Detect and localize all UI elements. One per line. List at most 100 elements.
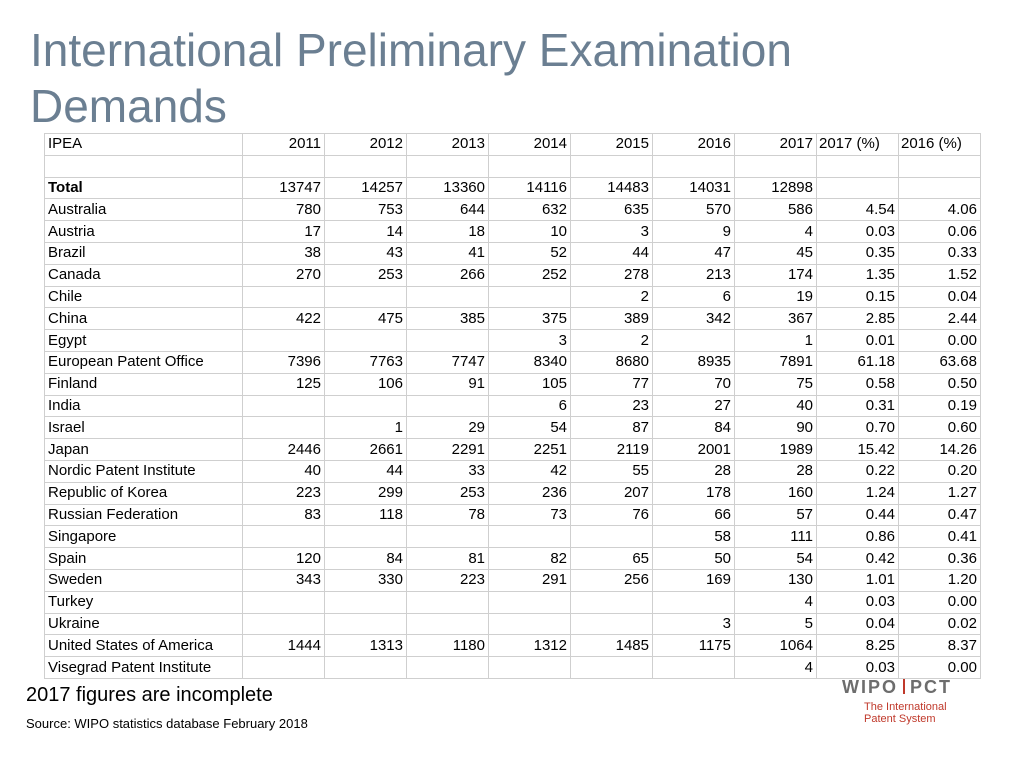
value-cell: 4	[734, 220, 817, 243]
value-cell: 19	[734, 285, 817, 309]
value-cell: 6	[652, 285, 735, 309]
value-cell: 2.44	[898, 307, 981, 331]
value-cell	[652, 329, 735, 352]
value-cell: 0.35	[816, 241, 899, 265]
column-header: 2016	[652, 133, 735, 156]
value-cell: 330	[324, 568, 407, 592]
value-cell: 422	[242, 307, 325, 331]
value-cell	[488, 525, 571, 549]
total-value: 13747	[242, 176, 325, 200]
value-cell: 0.03	[816, 656, 899, 679]
wipo-pct-logo: WIPO PCT The International Patent System	[842, 677, 972, 725]
value-cell: 8680	[570, 350, 653, 374]
table-row: Japan 2446 2661 2291 2251 2119 2001 1989 15.42 14…	[44, 438, 981, 461]
empty-cell	[242, 154, 325, 178]
table-row: Egypt 3 2 1 0.01 0.00	[44, 329, 981, 352]
value-cell: 8.37	[898, 634, 981, 658]
value-cell: 252	[488, 263, 571, 287]
value-cell	[570, 525, 653, 549]
value-cell: 0.03	[816, 220, 899, 243]
office-name: Turkey	[44, 590, 243, 614]
value-cell	[488, 590, 571, 614]
value-cell: 54	[488, 416, 571, 440]
value-cell: 91	[406, 372, 489, 396]
value-cell	[242, 394, 325, 418]
value-cell	[242, 590, 325, 614]
value-cell: 81	[406, 547, 489, 570]
value-cell: 1485	[570, 634, 653, 658]
total-value: 14257	[324, 176, 407, 200]
value-cell: 0.70	[816, 416, 899, 440]
empty-cell	[652, 154, 735, 178]
table-row: Turkey 4 0.03 0.00	[44, 590, 981, 614]
value-cell: 125	[242, 372, 325, 396]
value-cell: 9	[652, 220, 735, 243]
value-cell: 0.86	[816, 525, 899, 549]
value-cell	[652, 656, 735, 679]
value-cell	[324, 590, 407, 614]
logo-tagline: The International Patent System	[864, 701, 972, 725]
value-cell: 7396	[242, 350, 325, 374]
office-name: Egypt	[44, 329, 243, 352]
value-cell: 270	[242, 263, 325, 287]
office-name: Ukraine	[44, 612, 243, 636]
value-cell	[570, 612, 653, 636]
table-row: European Patent Office 7396 7763 7747 8340 86…	[44, 350, 981, 374]
empty-cell	[488, 154, 571, 178]
table-row: Brazil 38 43 41 52 44 47 45 0.35 0.33	[44, 241, 981, 265]
table-row: Canada 270 253 266 252 278 213 174 1.35 1.52	[44, 263, 981, 287]
value-cell: 3	[652, 612, 735, 636]
column-header: 2017 (%)	[816, 133, 899, 156]
total-value: 12898	[734, 176, 817, 200]
total-label: Total	[44, 176, 243, 200]
value-cell: 84	[324, 547, 407, 570]
table-row: Israel 1 29 54 87 84 90 0.70 0.60	[44, 416, 981, 440]
empty-cell	[324, 154, 407, 178]
value-cell: 0.42	[816, 547, 899, 570]
value-cell: 57	[734, 503, 817, 527]
value-cell	[242, 329, 325, 352]
value-cell: 2446	[242, 438, 325, 461]
logo-pct-text: PCT	[910, 677, 952, 697]
value-cell: 4.54	[816, 198, 899, 222]
value-cell: 635	[570, 198, 653, 222]
value-cell	[406, 525, 489, 549]
table-row: Spain 120 84 81 82 65 50 54 0.42 0.36	[44, 547, 981, 570]
office-name: Chile	[44, 285, 243, 309]
value-cell: 0.00	[898, 590, 981, 614]
value-cell: 111	[734, 525, 817, 549]
value-cell: 342	[652, 307, 735, 331]
value-cell: 253	[324, 263, 407, 287]
table-body: IPEA 2011 2012 2013 2014 2015 2016 2017 2017 (%)…	[44, 133, 981, 679]
value-cell: 0.47	[898, 503, 981, 527]
value-cell: 0.06	[898, 220, 981, 243]
value-cell	[242, 285, 325, 309]
value-cell	[324, 525, 407, 549]
value-cell: 2251	[488, 438, 571, 461]
empty-cell	[406, 154, 489, 178]
value-cell	[488, 656, 571, 679]
value-cell: 10	[488, 220, 571, 243]
value-cell: 256	[570, 568, 653, 592]
table-row: Ukraine 3 5 0.04 0.02	[44, 612, 981, 636]
value-cell	[570, 656, 653, 679]
value-cell: 0.15	[816, 285, 899, 309]
value-cell: 0.02	[898, 612, 981, 636]
source-note: Source: WIPO statistics database Februar…	[26, 716, 308, 731]
value-cell: 2001	[652, 438, 735, 461]
value-cell: 1064	[734, 634, 817, 658]
value-cell: 6	[488, 394, 571, 418]
table-row: Chile 2 6 19 0.15 0.04	[44, 285, 981, 309]
office-name: European Patent Office	[44, 350, 243, 374]
table-row: Singapore 58 111 0.86 0.41	[44, 525, 981, 549]
value-cell: 644	[406, 198, 489, 222]
value-cell: 1	[324, 416, 407, 440]
logo-mark: WIPO PCT	[842, 677, 972, 698]
value-cell: 70	[652, 372, 735, 396]
value-cell: 65	[570, 547, 653, 570]
column-header: 2014	[488, 133, 571, 156]
value-cell: 0.36	[898, 547, 981, 570]
total-value: 14031	[652, 176, 735, 200]
value-cell: 0.00	[898, 329, 981, 352]
value-cell: 3	[488, 329, 571, 352]
